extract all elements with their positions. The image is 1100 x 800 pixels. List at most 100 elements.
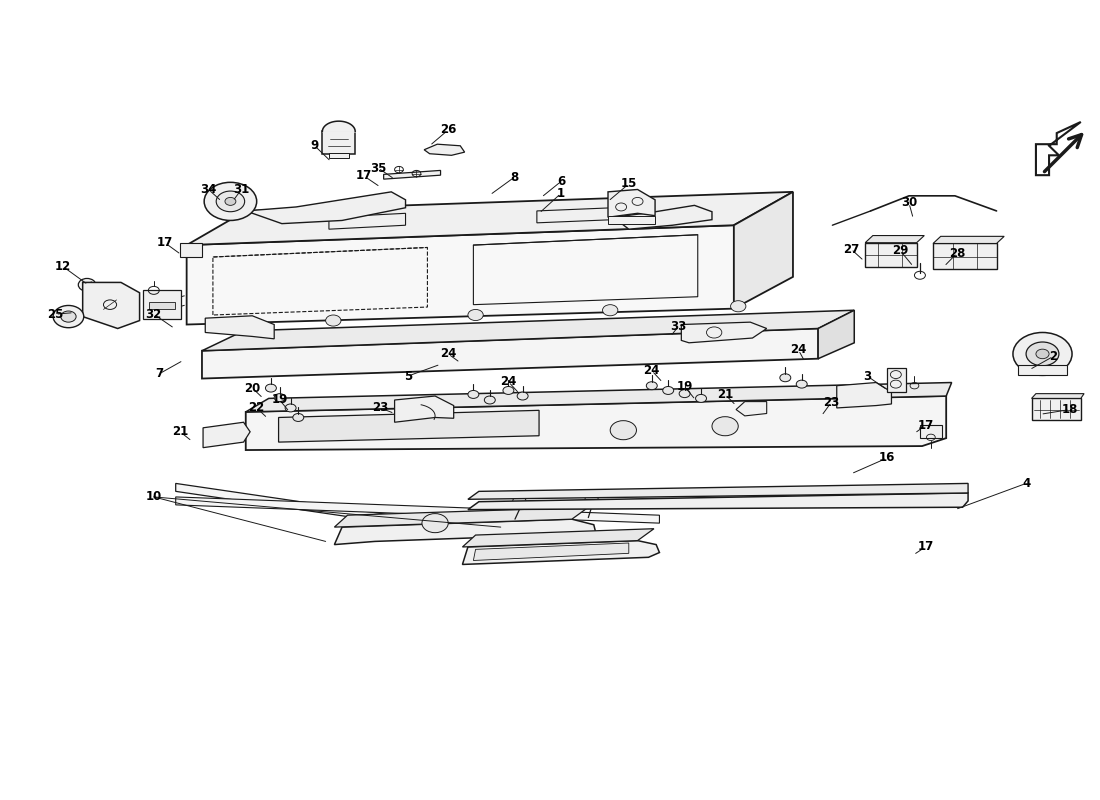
Circle shape	[265, 384, 276, 392]
Circle shape	[468, 310, 483, 321]
Text: 32: 32	[145, 308, 162, 321]
Circle shape	[503, 386, 514, 394]
Text: 19: 19	[676, 380, 693, 393]
Circle shape	[712, 417, 738, 436]
Polygon shape	[920, 426, 942, 438]
Polygon shape	[537, 208, 614, 223]
Polygon shape	[614, 206, 712, 229]
Polygon shape	[734, 192, 793, 309]
Circle shape	[1026, 342, 1059, 366]
Text: 34: 34	[200, 183, 217, 196]
Circle shape	[205, 182, 256, 221]
Text: 21: 21	[717, 388, 734, 401]
Text: 9: 9	[310, 139, 319, 152]
Circle shape	[662, 386, 673, 394]
Polygon shape	[206, 316, 274, 339]
Circle shape	[53, 306, 84, 328]
Text: 5: 5	[404, 370, 411, 382]
Text: 2: 2	[1049, 350, 1057, 363]
Text: 15: 15	[620, 178, 637, 190]
Circle shape	[60, 311, 76, 322]
Text: 8: 8	[509, 171, 518, 184]
Circle shape	[468, 390, 478, 398]
Text: 7: 7	[155, 367, 163, 380]
Text: 30: 30	[901, 197, 917, 210]
Polygon shape	[82, 282, 140, 329]
Polygon shape	[245, 396, 946, 450]
Text: 6: 6	[557, 175, 565, 188]
Polygon shape	[866, 235, 924, 242]
Text: 16: 16	[879, 451, 895, 465]
Polygon shape	[1036, 122, 1081, 175]
Circle shape	[603, 305, 618, 316]
Polygon shape	[245, 382, 952, 412]
Circle shape	[730, 301, 746, 312]
Polygon shape	[202, 310, 855, 350]
Polygon shape	[245, 192, 406, 224]
Circle shape	[484, 396, 495, 404]
Text: 1: 1	[557, 187, 565, 200]
Polygon shape	[818, 310, 855, 358]
Polygon shape	[933, 236, 1004, 243]
Text: 17: 17	[917, 541, 934, 554]
Circle shape	[679, 390, 690, 398]
Circle shape	[293, 414, 304, 422]
Circle shape	[796, 380, 807, 388]
Bar	[1019, 365, 1067, 374]
Text: 27: 27	[843, 242, 859, 255]
Bar	[329, 153, 349, 158]
Polygon shape	[473, 543, 629, 561]
Bar	[150, 302, 175, 309]
Circle shape	[224, 198, 235, 206]
Polygon shape	[1032, 398, 1081, 420]
Bar	[608, 217, 656, 224]
Circle shape	[647, 382, 658, 390]
Polygon shape	[462, 529, 654, 547]
Circle shape	[326, 315, 341, 326]
Text: 35: 35	[370, 162, 386, 174]
Text: 19: 19	[272, 394, 288, 406]
Text: 10: 10	[145, 490, 162, 503]
Text: 17: 17	[355, 170, 372, 182]
Polygon shape	[187, 192, 793, 245]
Polygon shape	[887, 368, 905, 392]
Polygon shape	[384, 170, 441, 179]
Polygon shape	[837, 382, 891, 408]
Circle shape	[285, 404, 296, 412]
Circle shape	[517, 392, 528, 400]
Circle shape	[1036, 349, 1049, 358]
Text: 20: 20	[244, 382, 261, 394]
Polygon shape	[425, 144, 464, 155]
Text: 31: 31	[233, 183, 250, 196]
Text: 17: 17	[917, 419, 934, 432]
Polygon shape	[395, 396, 453, 422]
Text: 33: 33	[670, 321, 686, 334]
Polygon shape	[204, 422, 250, 448]
Text: 28: 28	[949, 246, 966, 259]
Text: 24: 24	[500, 375, 517, 388]
Polygon shape	[278, 410, 539, 442]
Polygon shape	[608, 190, 656, 218]
Text: 12: 12	[55, 260, 72, 273]
Polygon shape	[468, 483, 968, 499]
Polygon shape	[736, 402, 767, 416]
Polygon shape	[933, 243, 997, 269]
Polygon shape	[866, 242, 916, 266]
Text: 22: 22	[249, 402, 265, 414]
Text: 24: 24	[644, 364, 660, 377]
Text: 24: 24	[440, 347, 456, 361]
Circle shape	[780, 374, 791, 382]
Polygon shape	[1032, 394, 1085, 398]
Text: 24: 24	[790, 343, 806, 357]
Text: 29: 29	[892, 244, 909, 257]
Text: 17: 17	[156, 236, 173, 250]
Polygon shape	[322, 131, 355, 154]
Text: 26: 26	[440, 123, 456, 136]
Text: 4: 4	[1022, 477, 1031, 490]
Polygon shape	[187, 226, 734, 325]
Polygon shape	[681, 322, 767, 342]
Circle shape	[422, 514, 448, 533]
Text: 25: 25	[47, 308, 64, 321]
Polygon shape	[462, 541, 659, 565]
Polygon shape	[329, 214, 406, 229]
